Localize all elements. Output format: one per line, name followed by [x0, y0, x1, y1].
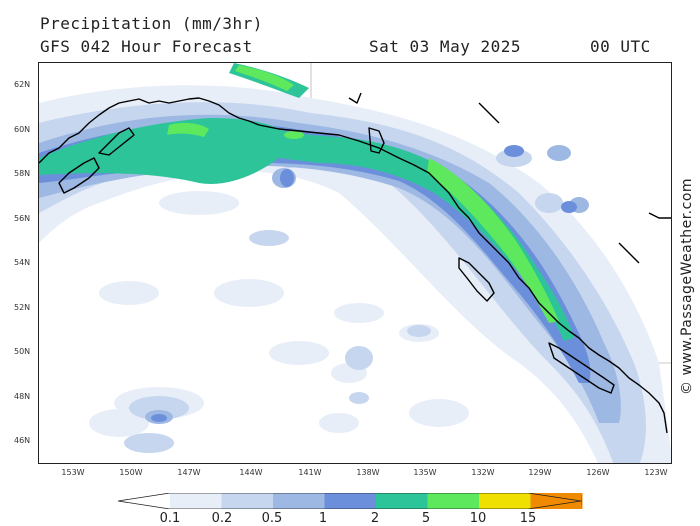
legend-label: 15 — [519, 511, 537, 526]
legend-label: 10 — [469, 511, 487, 526]
legend-label: 0.2 — [211, 511, 233, 526]
coastline — [39, 92, 671, 434]
precip-light — [39, 85, 671, 463]
lat-label: 60N — [14, 125, 31, 134]
lon-label: 138W — [356, 468, 380, 477]
precipitation-map — [38, 62, 672, 464]
legend-outline — [118, 493, 582, 509]
legend-swatch — [273, 493, 325, 509]
legend-swatch — [324, 493, 377, 509]
lat-label: 50N — [14, 347, 31, 356]
lon-label: 132W — [471, 468, 495, 477]
legend-swatch — [530, 493, 583, 509]
legend-swatch — [581, 493, 582, 509]
legend-label: 1 — [318, 511, 328, 526]
lon-label: 129W — [528, 468, 552, 477]
forecast-time: 00 UTC — [590, 37, 651, 56]
lon-label: 123W — [644, 468, 668, 477]
map-title: Precipitation (mm/3hr) — [40, 14, 263, 33]
legend-label: 0.5 — [261, 511, 283, 526]
lat-label: 58N — [14, 169, 31, 178]
lon-label: 141W — [298, 468, 322, 477]
legend-swatch — [427, 493, 480, 509]
precip-legend-bar — [118, 493, 583, 509]
precip-veryheavy — [167, 65, 559, 323]
legend-swatch — [479, 493, 531, 509]
lon-label: 126W — [586, 468, 610, 477]
legend-swatch — [221, 493, 274, 509]
forecast-date: Sat 03 May 2025 — [369, 37, 521, 56]
lat-label: 48N — [14, 392, 31, 401]
lat-label: 62N — [14, 80, 31, 89]
copyright-credit: © www.PassageWeather.com — [679, 177, 695, 395]
forecast-subtitle: GFS 042 Hour Forecast — [40, 37, 253, 56]
lon-label: 150W — [119, 468, 143, 477]
lon-label: 147W — [177, 468, 201, 477]
legend-label: 0.1 — [159, 511, 181, 526]
legend-swatch — [170, 493, 222, 509]
legend-label: 5 — [421, 511, 431, 526]
lat-label: 46N — [14, 436, 31, 445]
lat-label: 56N — [14, 214, 31, 223]
map-canvas — [39, 63, 671, 463]
legend-swatch — [118, 493, 170, 509]
legend-label: 2 — [370, 511, 380, 526]
legend-swatch — [376, 493, 428, 509]
lon-label: 144W — [239, 468, 263, 477]
lat-label: 52N — [14, 303, 31, 312]
lon-label: 153W — [61, 468, 85, 477]
lat-label: 54N — [14, 258, 31, 267]
lon-label: 135W — [413, 468, 437, 477]
